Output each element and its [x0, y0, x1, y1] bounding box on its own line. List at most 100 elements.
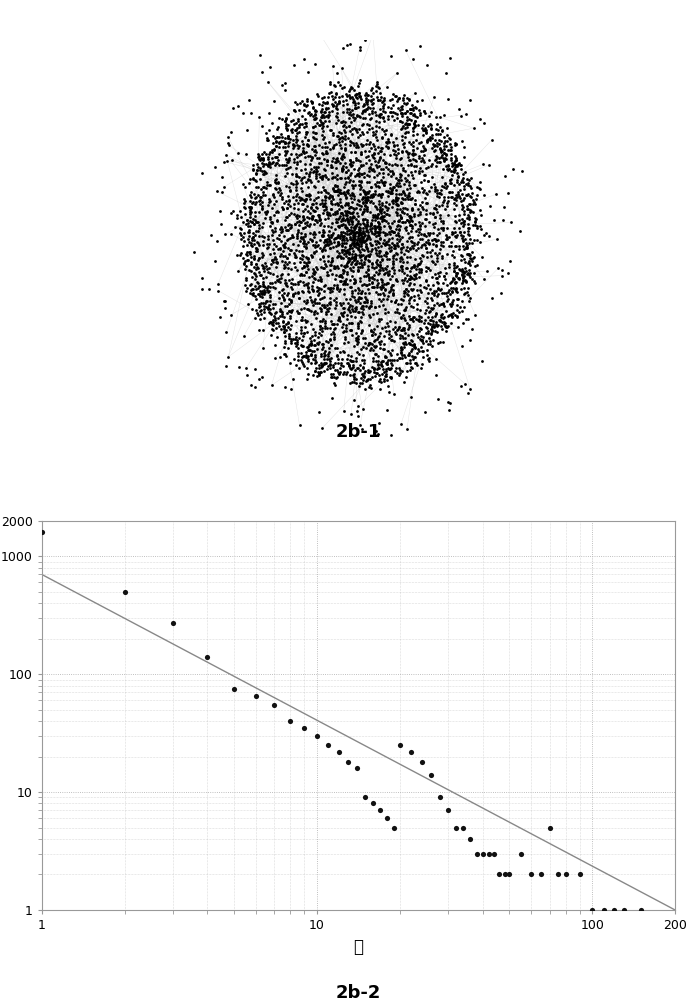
Point: [333, 184, 345, 200]
Point: [381, 135, 393, 151]
Point: [347, 178, 358, 194]
Point: [339, 128, 350, 144]
Point: [408, 327, 419, 343]
Point: [331, 86, 342, 102]
Point: [406, 234, 417, 250]
Point: [405, 212, 416, 228]
Point: [294, 330, 305, 346]
Point: [306, 196, 317, 212]
Point: [349, 256, 361, 272]
Point: [264, 289, 275, 305]
Point: [354, 362, 365, 378]
Point: [455, 108, 466, 124]
Point: [454, 224, 466, 240]
Point: [319, 95, 331, 111]
Point: [356, 370, 367, 386]
Point: [317, 168, 328, 184]
Point: [320, 242, 331, 258]
Point: [247, 229, 258, 245]
Point: [311, 166, 322, 182]
Point: [345, 360, 356, 376]
Point: [452, 291, 464, 307]
Point: [294, 153, 306, 169]
Point: [409, 206, 420, 222]
Point: [425, 336, 436, 352]
Point: [338, 295, 349, 311]
Point: [245, 200, 256, 216]
Point: [361, 240, 372, 256]
Point: [397, 204, 408, 220]
Point: [388, 224, 399, 240]
Point: [315, 251, 326, 267]
Point: [352, 336, 363, 352]
Point: [354, 304, 365, 320]
Point: [351, 86, 362, 102]
Point: [441, 229, 452, 245]
Point: [268, 308, 279, 324]
Point: [294, 233, 306, 249]
Point: [412, 93, 423, 109]
Point: [382, 188, 393, 204]
Point: [317, 120, 328, 136]
Point: [287, 121, 298, 137]
Point: [283, 260, 294, 276]
Point: [431, 270, 442, 286]
Point: [341, 195, 352, 211]
Point: [338, 117, 349, 133]
Point: [272, 241, 283, 257]
Point: [306, 281, 317, 297]
Point: [402, 116, 413, 132]
Point: [372, 426, 383, 442]
Point: [452, 227, 463, 243]
Point: [418, 227, 429, 243]
Point: [448, 305, 459, 321]
Point: [386, 347, 397, 363]
Point: [351, 166, 363, 182]
Point: [307, 164, 318, 180]
Point: [440, 285, 451, 301]
Point: [298, 196, 309, 212]
Point: [314, 166, 325, 182]
Point: [340, 142, 351, 158]
Point: [282, 319, 293, 335]
Point: [379, 96, 390, 112]
Point: [303, 284, 314, 300]
Point: [240, 193, 251, 209]
Point: [390, 227, 401, 243]
Point: [350, 300, 361, 316]
Point: [269, 305, 280, 321]
Point: [277, 306, 288, 322]
Point: [451, 157, 462, 173]
Point: [467, 250, 478, 266]
Point: [259, 260, 270, 276]
Point: [349, 228, 361, 244]
Point: [380, 245, 391, 261]
Point: [378, 92, 389, 108]
Point: [387, 287, 398, 303]
Point: [365, 363, 376, 379]
Point: [247, 285, 258, 301]
Point: [445, 171, 457, 187]
Point: [388, 237, 400, 253]
Point: [358, 234, 370, 250]
Point: [463, 311, 474, 327]
Point: [431, 317, 442, 333]
Point: [319, 318, 330, 334]
Point: [437, 234, 448, 250]
Point: [356, 232, 367, 248]
Point: [372, 348, 383, 364]
Point: [413, 148, 425, 164]
Point: [343, 299, 354, 315]
Point: [333, 131, 345, 147]
Point: [301, 98, 312, 114]
Point: [282, 340, 293, 356]
Point: [291, 336, 302, 352]
Point: [418, 154, 429, 170]
Point: [293, 208, 304, 224]
Point: [343, 358, 354, 374]
Point: [451, 214, 462, 230]
Point: [281, 122, 292, 138]
Point: [273, 134, 284, 150]
Point: [352, 360, 363, 376]
Point: [430, 237, 441, 253]
